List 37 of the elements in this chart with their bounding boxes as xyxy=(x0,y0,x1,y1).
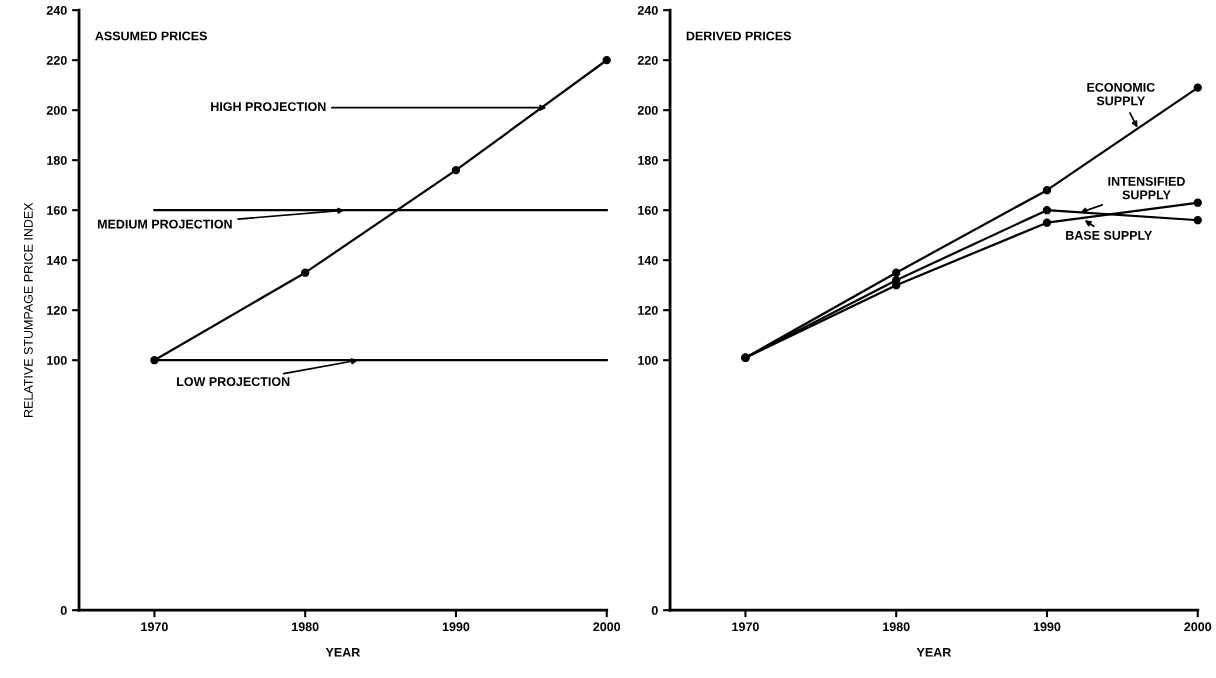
annotation: LOW PROJECTION xyxy=(177,377,290,387)
y-tick-label: 180 xyxy=(47,155,67,165)
x-tick-label: 2000 xyxy=(1184,622,1212,632)
x-axis-title: YEAR xyxy=(916,648,952,657)
y-tick-label: 120 xyxy=(638,305,658,315)
y-tick-label: 160 xyxy=(638,205,658,215)
y-tick-label: 240 xyxy=(637,5,658,15)
annotation: INTENSIFIED SUPPLY xyxy=(1108,176,1185,200)
y-tick-label: 220 xyxy=(46,55,67,65)
y-tick-label: 180 xyxy=(638,155,658,165)
y-tick-label: 200 xyxy=(637,105,658,115)
y-axis-title: RELATIVE STUMPAGE PRICE INDEX xyxy=(23,202,33,417)
y-tick-label: 140 xyxy=(638,255,658,265)
text: ASSUMED PRICES xyxy=(95,31,207,41)
y-tick-label: 0 xyxy=(651,606,658,615)
x-tick-label: 2000 xyxy=(593,622,621,632)
y-tick-label: 120 xyxy=(47,305,67,315)
annotation: ECONOMIC SUPPLY xyxy=(1087,82,1155,106)
y-tick-label: 200 xyxy=(46,105,67,115)
annotation: MEDIUM PROJECTION xyxy=(97,219,232,229)
text: DERIVED PRICES xyxy=(686,31,791,41)
y-tick-label: 140 xyxy=(47,255,67,265)
annotation: BASE SUPPLY xyxy=(1066,230,1153,240)
y-tick-label: 100 xyxy=(638,355,658,365)
y-tick-label: 0 xyxy=(60,606,67,615)
x-tick-label: 1970 xyxy=(732,622,759,632)
x-tick-label: 1980 xyxy=(883,622,910,632)
x-tick-label: 1970 xyxy=(141,622,168,632)
y-tick-label: 220 xyxy=(637,55,658,65)
x-tick-label: 1990 xyxy=(1033,622,1061,632)
x-tick-label: 1990 xyxy=(442,622,470,632)
annotation: HIGH PROJECTION xyxy=(211,102,326,112)
x-axis-title: YEAR xyxy=(325,648,360,657)
y-tick-label: 240 xyxy=(46,5,67,15)
x-tick-label: 1980 xyxy=(292,622,319,632)
y-tick-label: 100 xyxy=(47,355,67,365)
y-tick-label: 160 xyxy=(47,205,67,215)
